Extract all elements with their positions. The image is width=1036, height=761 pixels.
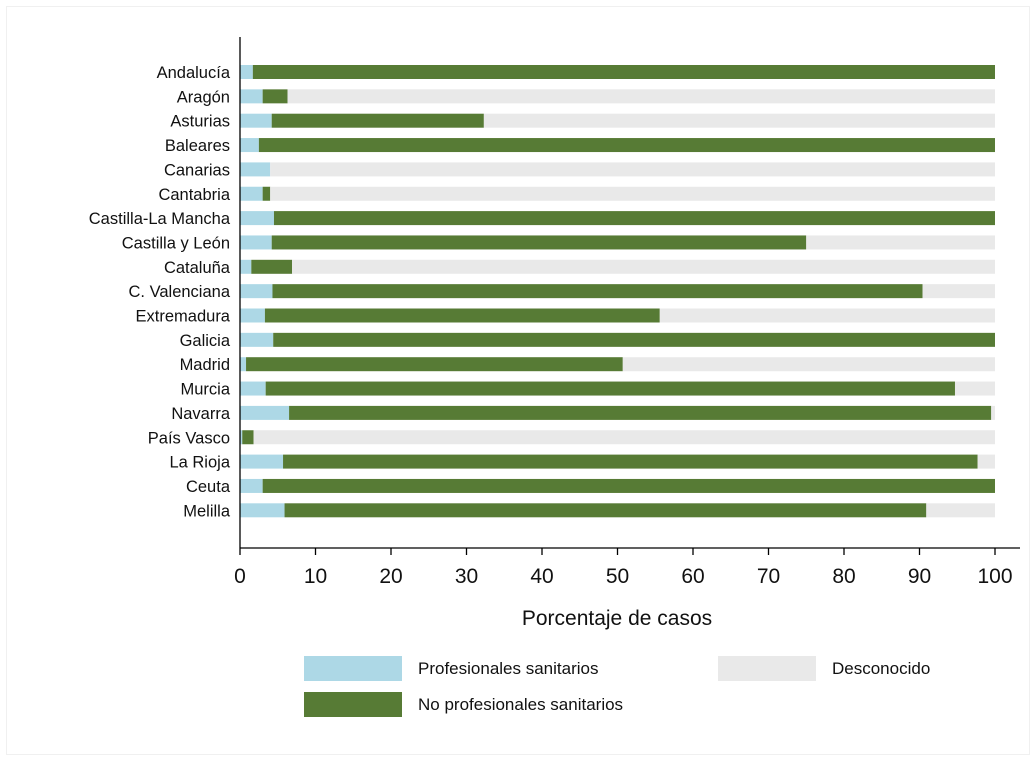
bar-murcia-profesionales-sanitarios [240, 381, 266, 396]
bar-andalucia-no-profesionales-sanitarios [252, 65, 995, 79]
bar-melilla-profesionales-sanitarios [240, 503, 285, 518]
bar-canarias-profesionales-sanitarios [240, 162, 271, 177]
bar-melilla-no-profesionales-sanitarios [284, 503, 927, 518]
x-tick-label-90: 90 [908, 565, 931, 588]
bar-murcia-no-profesionales-sanitarios [265, 381, 955, 396]
x-tick-label-50: 50 [606, 565, 629, 588]
category-labels: Andalucía Aragón Asturias Baleares Canarias C… [89, 64, 231, 520]
chart-frame [6, 6, 1030, 755]
category-label-cataluna: Cataluña [164, 259, 231, 277]
category-label-la-rioja: La Rioja [169, 454, 230, 472]
bar-baleares-profesionales-sanitarios [240, 138, 259, 153]
bar-pais-vasco-desconocido [253, 430, 996, 445]
category-label-extremadura: Extremadura [136, 308, 231, 326]
x-axis-title: Porcentaje de casos [522, 607, 712, 630]
category-label-aragon: Aragón [177, 88, 230, 106]
bar-cataluna-desconocido [292, 259, 996, 274]
bar-cantabria-no-profesionales-sanitarios [262, 186, 271, 201]
bar-la-rioja-desconocido [977, 454, 995, 469]
category-label-baleares: Baleares [165, 137, 230, 155]
bar-madrid-desconocido [622, 357, 995, 372]
x-tick-label-80: 80 [832, 565, 855, 588]
bar-aragon-no-profesionales-sanitarios [262, 89, 288, 104]
x-tick-label-70: 70 [757, 565, 780, 588]
bar-cantabria-profesionales-sanitarios [240, 186, 263, 201]
category-label-ceuta: Ceuta [186, 478, 231, 496]
category-label-navarra: Navarra [171, 405, 231, 423]
category-label-asturias: Asturias [170, 113, 230, 131]
category-label-melilla: Melilla [183, 502, 231, 520]
category-label-cantabria: Cantabria [158, 186, 230, 204]
bar-la-rioja-no-profesionales-sanitarios [283, 454, 978, 469]
x-tick-label-0: 0 [234, 565, 246, 588]
x-tick-label-40: 40 [530, 565, 553, 588]
bar-galicia-profesionales-sanitarios [240, 332, 274, 347]
bar-c-valenciana-desconocido [922, 284, 995, 299]
bar-madrid-profesionales-sanitarios [240, 357, 247, 372]
category-label-madrid: Madrid [180, 356, 230, 374]
category-label-andalucia: Andalucía [157, 64, 231, 82]
bars-group [240, 65, 996, 518]
bar-ceuta-no-profesionales-sanitarios [262, 478, 995, 493]
x-tick-label-60: 60 [681, 565, 704, 588]
bar-andalucia-profesionales-sanitarios [240, 65, 253, 79]
category-label-c-valenciana: C. Valenciana [128, 283, 230, 301]
bar-cataluna-profesionales-sanitarios [240, 259, 252, 274]
x-tick-label-10: 10 [304, 565, 327, 588]
bar-navarra-no-profesionales-sanitarios [289, 405, 992, 420]
category-label-pais-vasco: País Vasco [148, 429, 230, 447]
category-label-galicia: Galicia [180, 332, 231, 350]
bar-c-valenciana-profesionales-sanitarios [240, 284, 273, 299]
bar-castilla-y-leon-desconocido [806, 235, 995, 250]
x-tick-label-20: 20 [379, 565, 402, 588]
x-axis: 0 10 20 30 40 50 60 70 80 90 100 [234, 547, 1020, 588]
bar-baleares-no-profesionales-sanitarios [258, 138, 995, 153]
bar-aragon-desconocido [287, 89, 995, 104]
bar-asturias-no-profesionales-sanitarios [271, 113, 484, 128]
bar-castilla-la-mancha-profesionales-sanitarios [240, 211, 274, 226]
bar-cataluna-no-profesionales-sanitarios [251, 259, 293, 274]
category-label-canarias: Canarias [164, 161, 230, 179]
bar-la-rioja-profesionales-sanitarios [240, 454, 284, 469]
bar-aragon-profesionales-sanitarios [240, 89, 263, 104]
bar-c-valenciana-no-profesionales-sanitarios [272, 284, 923, 299]
bar-extremadura-desconocido [659, 308, 995, 323]
bar-asturias-desconocido [483, 113, 995, 128]
bar-madrid-no-profesionales-sanitarios [246, 357, 623, 372]
x-tick-label-100: 100 [977, 565, 1012, 588]
bar-castilla-y-leon-profesionales-sanitarios [240, 235, 272, 250]
bar-navarra-desconocido [991, 405, 995, 420]
bar-pais-vasco-profesionales-sanitarios [240, 430, 243, 445]
bar-extremadura-no-profesionales-sanitarios [264, 308, 660, 323]
category-label-castilla-la-mancha: Castilla-La Mancha [89, 210, 231, 228]
bar-asturias-profesionales-sanitarios [240, 113, 272, 128]
bar-melilla-desconocido [926, 503, 995, 518]
bar-pais-vasco-no-profesionales-sanitarios [242, 430, 254, 445]
bar-extremadura-profesionales-sanitarios [240, 308, 265, 323]
bar-navarra-profesionales-sanitarios [240, 405, 290, 420]
bar-ceuta-profesionales-sanitarios [240, 478, 263, 493]
bar-castilla-la-mancha-no-profesionales-sanitarios [273, 211, 996, 226]
bar-cantabria-desconocido [270, 186, 995, 201]
bar-castilla-y-leon-no-profesionales-sanitarios [271, 235, 807, 250]
category-label-murcia: Murcia [180, 381, 230, 399]
x-tick-label-30: 30 [455, 565, 478, 588]
bar-canarias-desconocido [270, 162, 995, 177]
bar-galicia-no-profesionales-sanitarios [273, 332, 996, 347]
bar-murcia-desconocido [954, 381, 995, 396]
category-label-castilla-y-leon: Castilla y León [122, 234, 230, 252]
